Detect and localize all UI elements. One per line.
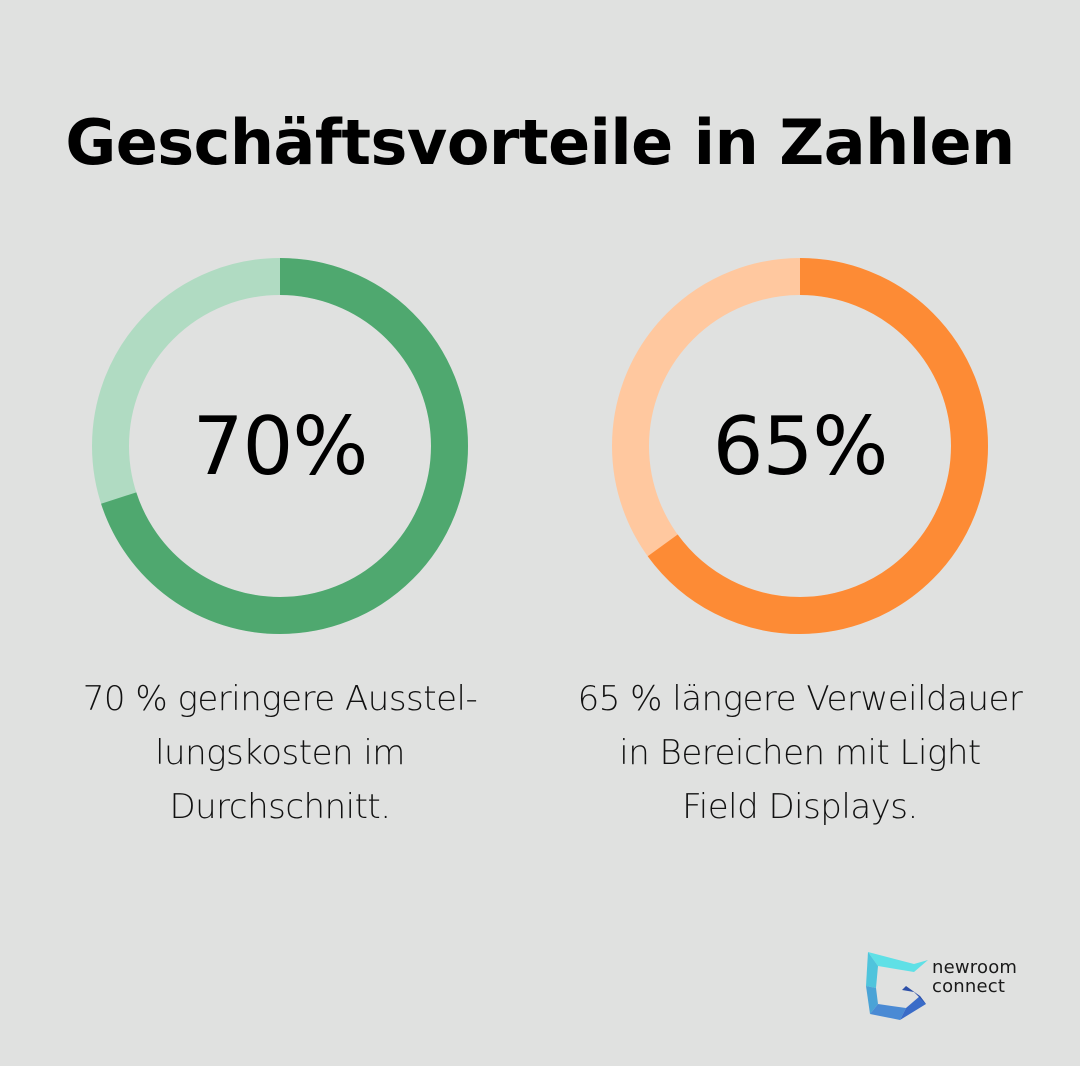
donut-center-value: 65%: [712, 399, 889, 493]
donut-chart-cost-savings: 70%: [92, 258, 468, 634]
caption-line: in Bereichen mit Light: [619, 733, 981, 773]
donut-center-value: 70%: [192, 399, 369, 493]
caption-line: lungskosten im: [155, 733, 405, 773]
page-title: Geschäftsvorteile in Zahlen: [65, 106, 1015, 179]
newroom-connect-logo: newroom connect: [866, 948, 1046, 1024]
donut-chart-dwell-time: 65%: [612, 258, 988, 634]
caption-line: Durchschnitt.: [169, 787, 391, 827]
caption-line: Field Displays.: [682, 787, 918, 827]
donut-ring-2: [612, 258, 988, 634]
caption-line: 70 % geringere Ausstel-: [82, 679, 478, 719]
logo-text-connect: connect: [932, 976, 1006, 997]
caption-cost-savings: 70 % geringere Ausstel- lungskosten im D…: [30, 672, 530, 834]
donut-value-arc: [92, 258, 468, 634]
donut-value-arc: [612, 258, 988, 634]
newroom-connect-logo-icon: [866, 952, 928, 1020]
donut-ring-1: [92, 258, 468, 634]
logo-text-newroom: newroom: [932, 957, 1018, 978]
caption-line: 65 % längere Verweildauer: [577, 679, 1023, 719]
caption-dwell-time: 65 % längere Verweildauer in Bereichen m…: [550, 672, 1050, 834]
